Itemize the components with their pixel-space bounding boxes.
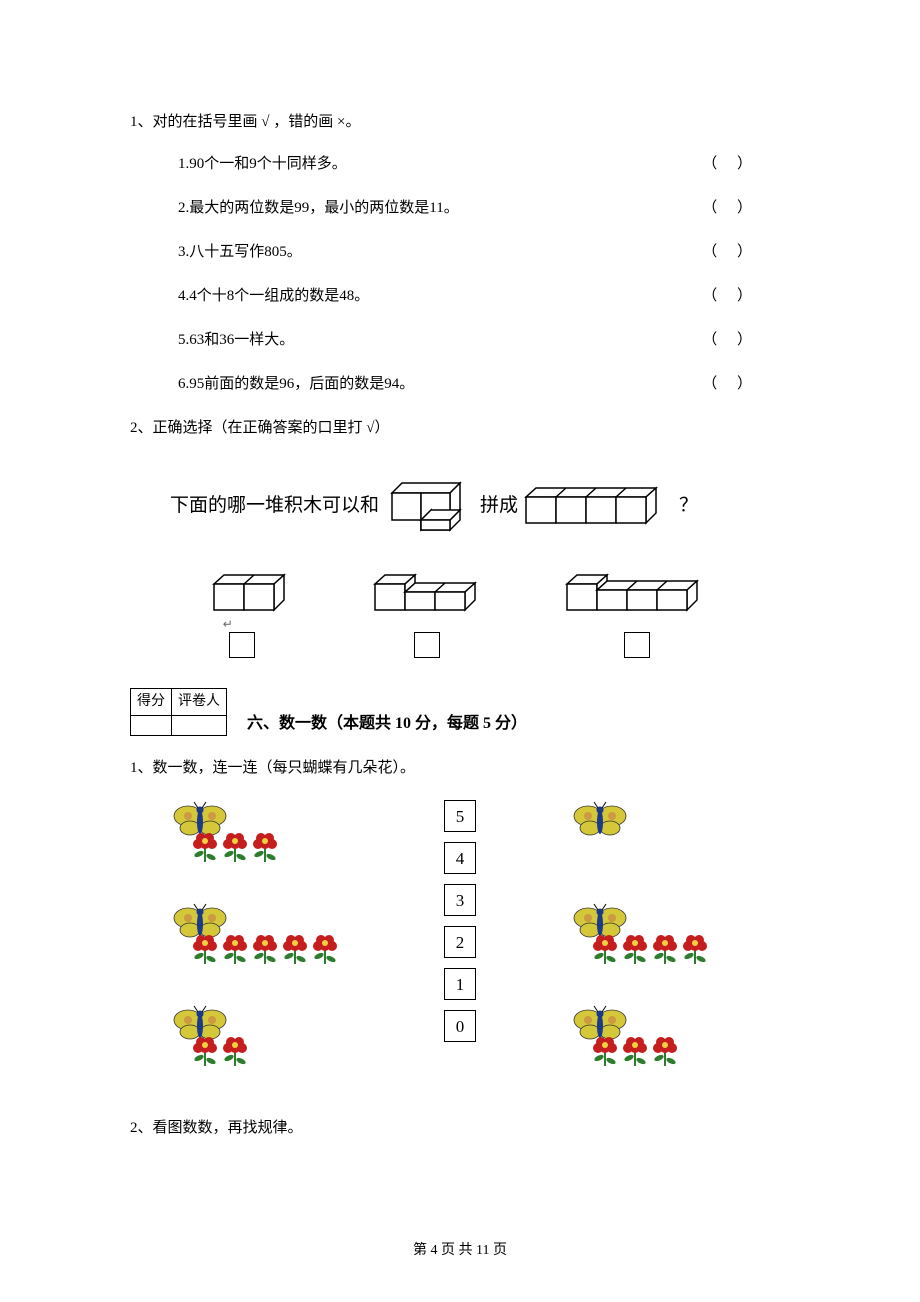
q2-question-line: 下面的哪一堆积木可以和 拼成 ？ <box>130 480 790 532</box>
q1-item-1-paren[interactable]: （ ） <box>702 152 760 176</box>
score-header-1: 得分 <box>131 689 172 716</box>
q2-option-3 <box>559 572 714 658</box>
left-group-1[interactable] <box>160 902 360 974</box>
q1-item-3: 3.八十五写作805。 （ ） <box>130 240 790 264</box>
q1-item-5-text: 5.63和36一样大。 <box>178 328 294 352</box>
number-column: 5 4 3 2 1 0 <box>444 800 476 1076</box>
number-box-4[interactable]: 4 <box>444 842 476 874</box>
flower-icon <box>310 932 340 974</box>
flower-icon <box>280 932 310 974</box>
section6-sub2: 2、看图数数，再找规律。 <box>130 1116 790 1140</box>
flower-icon <box>220 1034 250 1076</box>
number-box-2[interactable]: 2 <box>444 926 476 958</box>
flower-icon <box>220 830 250 872</box>
number-box-5[interactable]: 5 <box>444 800 476 832</box>
cube-option-1-icon <box>206 572 296 614</box>
flower-icon <box>650 932 680 974</box>
cube-shape-a-icon <box>382 480 477 532</box>
number-box-3[interactable]: 3 <box>444 884 476 916</box>
q1-item-6-paren[interactable]: （ ） <box>702 372 760 396</box>
q1-item-2-text: 2.最大的两位数是99，最小的两位数是11。 <box>178 196 459 220</box>
q2-option-2 <box>367 572 487 658</box>
flower-icon <box>650 1034 680 1076</box>
flower-icon <box>190 932 220 974</box>
flower-icon <box>190 1034 220 1076</box>
q2-prompt: 2、正确选择（在正确答案的口里打 √） <box>130 416 790 440</box>
score-cell-2[interactable] <box>172 716 227 736</box>
score-section: 得分 评卷人 六、数一数（本题共 10 分，每题 5 分） <box>130 688 790 736</box>
left-group-0[interactable] <box>160 800 360 872</box>
butterfly-matching: 5 4 3 2 1 0 <box>130 800 790 1076</box>
q1-prompt: 1、对的在括号里画 √ ，错的画 ×。 <box>130 110 790 134</box>
flower-icon <box>620 932 650 974</box>
q1-item-2-paren[interactable]: （ ） <box>702 196 760 220</box>
cube-option-3-icon <box>559 572 714 614</box>
q1-item-5: 5.63和36一样大。 （ ） <box>130 328 790 352</box>
flower-row <box>190 932 340 974</box>
score-table: 得分 评卷人 <box>130 688 227 736</box>
flower-icon <box>590 932 620 974</box>
score-cell-1[interactable] <box>131 716 172 736</box>
right-group-1[interactable] <box>560 902 760 974</box>
q1-item-2: 2.最大的两位数是99，最小的两位数是11。 （ ） <box>130 196 790 220</box>
butterfly-icon <box>570 800 630 852</box>
right-group-0[interactable] <box>560 800 760 872</box>
q2-text-before: 下面的哪一堆积木可以和 <box>170 491 379 521</box>
flower-icon <box>620 1034 650 1076</box>
q1-item-3-paren[interactable]: （ ） <box>702 240 760 264</box>
flower-row <box>590 1034 680 1076</box>
q1-item-4: 4.4个十8个一组成的数是48。 （ ） <box>130 284 790 308</box>
q1-item-1: 1.90个一和9个十同样多。 （ ） <box>130 152 790 176</box>
enter-mark-icon: ↵ <box>223 615 233 634</box>
q1-item-3-text: 3.八十五写作805。 <box>178 240 302 264</box>
q1-item-4-text: 4.4个十8个一组成的数是48。 <box>178 284 369 308</box>
q2-option-1-checkbox[interactable] <box>229 632 255 658</box>
q1-item-6-text: 6.95前面的数是96，后面的数是94。 <box>178 372 414 396</box>
score-header-2: 评卷人 <box>172 689 227 716</box>
cube-option-2-icon <box>367 572 487 614</box>
q2-option-3-checkbox[interactable] <box>624 632 650 658</box>
q2-option-2-checkbox[interactable] <box>414 632 440 658</box>
q1-item-1-text: 1.90个一和9个十同样多。 <box>178 152 347 176</box>
flower-icon <box>680 932 710 974</box>
flower-icon <box>190 830 220 872</box>
flower-row <box>590 932 710 974</box>
butterfly-left-col <box>160 800 360 1076</box>
butterfly-right-col <box>560 800 760 1076</box>
cube-shape-b-icon <box>521 485 676 527</box>
left-group-2[interactable] <box>160 1004 360 1076</box>
section-6-title: 六、数一数（本题共 10 分，每题 5 分） <box>247 711 527 737</box>
flower-row <box>190 830 280 872</box>
flower-icon <box>250 932 280 974</box>
flower-icon <box>250 830 280 872</box>
flower-icon <box>590 1034 620 1076</box>
number-box-1[interactable]: 1 <box>444 968 476 1000</box>
q2-text-mid: 拼成 <box>480 491 518 521</box>
q1-item-6: 6.95前面的数是96，后面的数是94。 （ ） <box>130 372 790 396</box>
flower-icon <box>220 932 250 974</box>
right-group-2[interactable] <box>560 1004 760 1076</box>
q2-text-after: ？ <box>679 491 698 521</box>
number-box-0[interactable]: 0 <box>444 1010 476 1042</box>
q1-item-4-paren[interactable]: （ ） <box>702 284 760 308</box>
flower-row <box>190 1034 250 1076</box>
q1-item-5-paren[interactable]: （ ） <box>702 328 760 352</box>
section6-sub1: 1、数一数，连一连（每只蝴蝶有几朵花）。 <box>130 756 790 780</box>
q2-options: ↵ <box>130 572 790 658</box>
q2-option-1: ↵ <box>206 572 296 658</box>
page-footer: 第 4 页 共 11 页 <box>0 1240 920 1262</box>
